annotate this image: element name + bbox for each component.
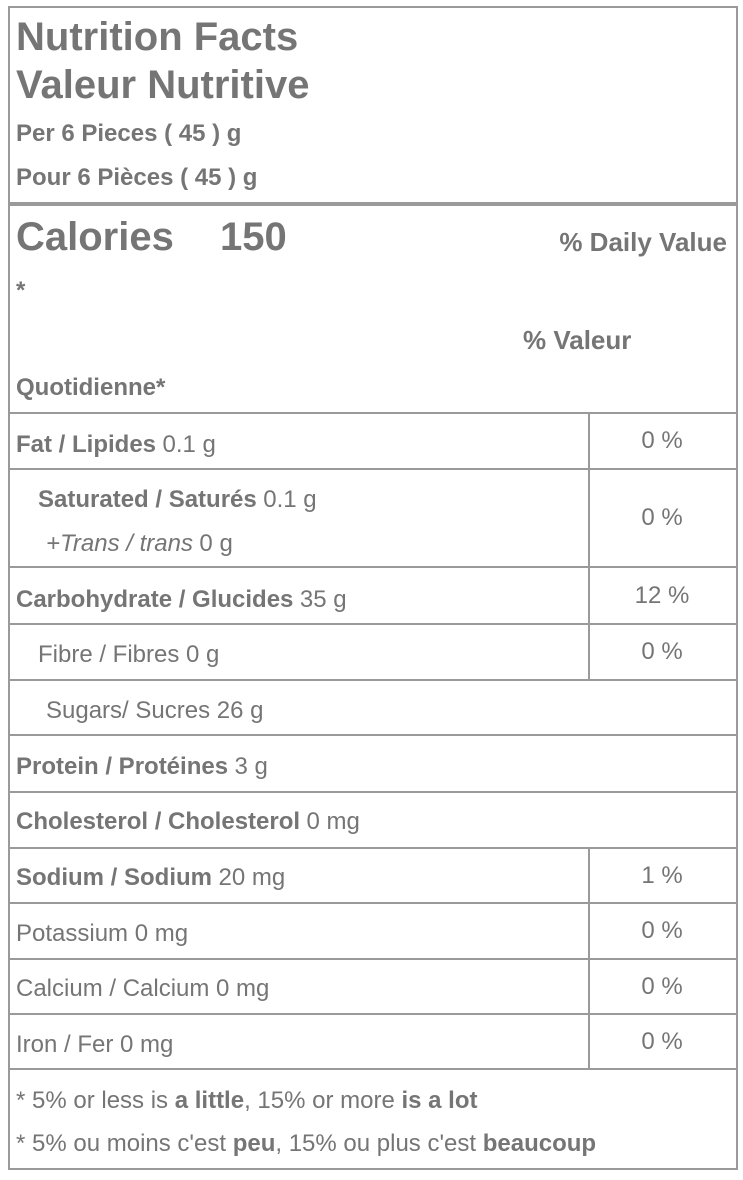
footnote: * 5% ou moins c'est peu, 15% ou plus c'e… xyxy=(16,1129,596,1159)
rule xyxy=(8,679,738,681)
nutrient-line: Potassium 0 mg xyxy=(16,919,188,949)
dv-heading: % Daily Value xyxy=(559,227,727,257)
serving: Per 6 Pieces ( 45 ) g xyxy=(16,120,242,147)
nutrient-amount: 0 mg xyxy=(306,808,360,835)
nutrient-amount: 35 g xyxy=(299,586,347,613)
nutrient-text: Potassium 0 mg xyxy=(16,920,189,947)
asterisk: * xyxy=(16,277,26,304)
daily-value: 1 % xyxy=(641,861,683,889)
column-divider xyxy=(588,413,590,469)
daily-value: 0 % xyxy=(641,427,683,454)
rule xyxy=(8,958,738,960)
nutrient-line: Sugars/ Sucres 26 g xyxy=(46,696,263,726)
title: Nutrition Facts xyxy=(16,15,299,59)
column-divider xyxy=(588,1014,590,1069)
rule xyxy=(8,791,738,793)
calories-value: 150 xyxy=(220,215,287,259)
serving-fr: Pour 6 Pièces ( 45 ) g xyxy=(16,164,258,191)
nutrient-name: Sodium / Sodium xyxy=(16,864,212,891)
nutrient-line: Fat / Lipides 0.1 g xyxy=(16,430,216,460)
dv-heading-fr: % Valeur xyxy=(523,325,632,355)
sub-nutrient-amount: 0 g xyxy=(199,530,233,557)
dv-heading-fr: Quotidienne* xyxy=(16,374,166,401)
footnote-part: , 15% or more xyxy=(244,1087,402,1114)
column-divider xyxy=(588,959,590,1014)
footnote-part: * 5% or less is xyxy=(16,1087,175,1114)
column-divider xyxy=(588,903,590,959)
nutrient-line: Saturated / Saturés 0.1 g xyxy=(38,485,317,515)
nutrient-amount: 3 g xyxy=(234,753,268,780)
daily-value: 0 % xyxy=(641,917,683,944)
daily-value: 12 % xyxy=(634,581,690,609)
footnote-part: peu xyxy=(232,1130,276,1157)
nutrient-name: Protein / Protéines xyxy=(16,753,229,780)
rule xyxy=(8,847,738,849)
footnote-part: beaucoup xyxy=(482,1130,597,1157)
nutrient-text: Iron / Fer 0 mg xyxy=(16,1031,174,1058)
rule xyxy=(8,734,738,736)
nutrient-line: Calcium / Calcium 0 mg xyxy=(16,974,269,1004)
rule xyxy=(8,1068,738,1070)
sub-nutrient-name: +Trans / trans xyxy=(46,530,193,557)
rule xyxy=(8,566,738,568)
rule xyxy=(8,623,738,625)
nutrient-text: Calcium / Calcium 0 mg xyxy=(16,975,270,1002)
calories-label: Calories xyxy=(16,215,174,259)
column-divider xyxy=(588,848,590,903)
sub-nutrient-line: +Trans / trans 0 g xyxy=(46,529,233,559)
daily-value: 0 % xyxy=(641,638,683,665)
rule xyxy=(8,468,738,470)
rule xyxy=(8,1013,738,1015)
column-divider xyxy=(588,567,590,624)
nutrient-line: Protein / Protéines 3 g xyxy=(16,752,268,782)
nutrient-amount: 20 mg xyxy=(218,864,286,891)
rule xyxy=(8,902,738,904)
nutrient-name: Carbohydrate / Glucides xyxy=(16,586,294,613)
footnote-part: , 15% ou plus c'est xyxy=(275,1130,483,1157)
title-fr: Valeur Nutritive xyxy=(16,63,310,107)
nutrient-line: Iron / Fer 0 mg xyxy=(16,1030,173,1060)
nutrient-text: Sugars/ Sucres 26 g xyxy=(46,697,264,724)
rule xyxy=(8,412,738,414)
nutrient-text: Fibre / Fibres 0 g xyxy=(38,641,220,668)
nutrient-name: Fat / Lipides xyxy=(16,431,157,458)
nutrient-name: Saturated / Saturés xyxy=(38,486,257,513)
nutrient-amount: 0.1 g xyxy=(162,431,216,458)
nutrient-name: Cholesterol / Cholesterol xyxy=(16,808,301,835)
nutrient-line: Fibre / Fibres 0 g xyxy=(38,640,219,670)
nutrient-line: Cholesterol / Cholesterol 0 mg xyxy=(16,807,360,837)
column-divider xyxy=(588,469,590,567)
thick-rule xyxy=(8,202,738,206)
daily-value: 0 % xyxy=(641,972,683,1000)
footnote: * 5% or less is a little, 15% or more is… xyxy=(16,1086,478,1116)
column-divider xyxy=(588,624,590,680)
footnote-part: is a lot xyxy=(401,1087,478,1114)
footnote-part: * 5% ou moins c'est xyxy=(16,1130,233,1157)
nutrient-amount: 0.1 g xyxy=(263,486,317,513)
footnote-part: a little xyxy=(174,1087,245,1114)
nutrient-line: Sodium / Sodium 20 mg xyxy=(16,863,285,893)
label-border xyxy=(8,6,738,1170)
daily-value: 0 % xyxy=(641,1027,683,1055)
nutrient-line: Carbohydrate / Glucides 35 g xyxy=(16,585,347,615)
daily-value: 0 % xyxy=(641,504,683,531)
